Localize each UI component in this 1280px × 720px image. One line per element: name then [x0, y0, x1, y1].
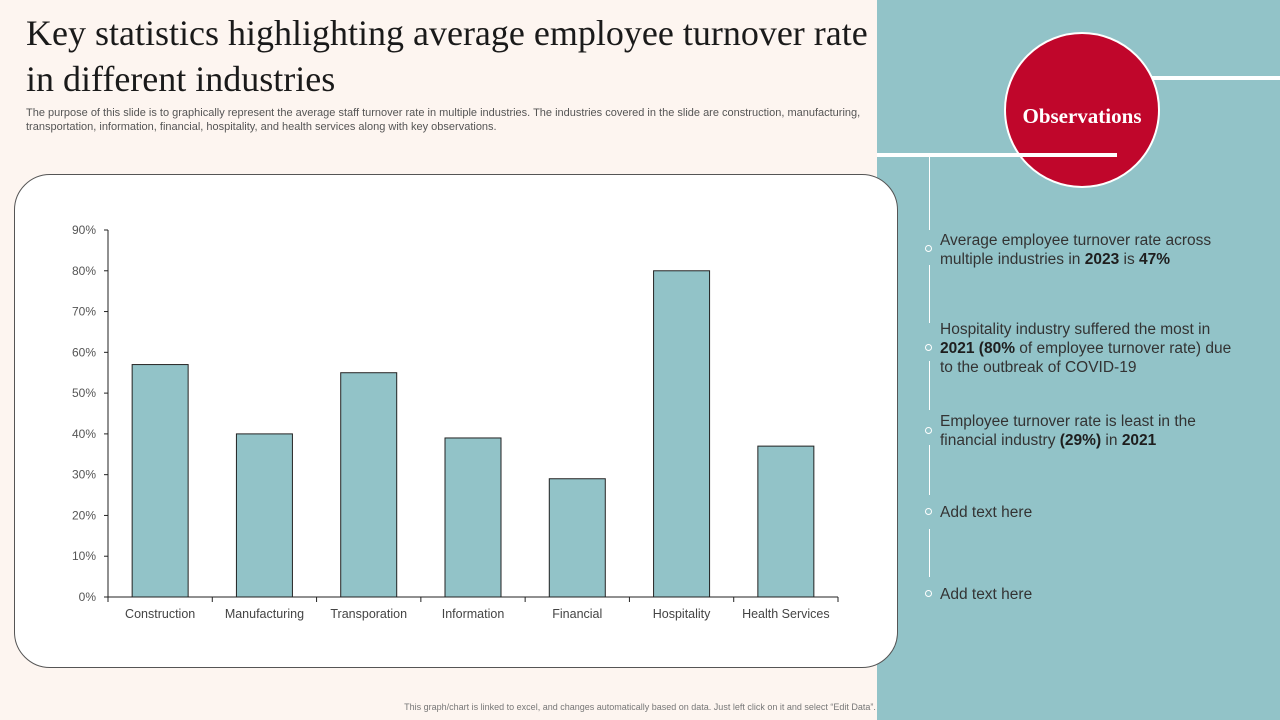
y-tick-label: 0% [79, 590, 97, 604]
observation-text-part: Employee turnover rate is least in the f… [940, 413, 1196, 449]
observation-text-part: is [1119, 251, 1140, 268]
y-tick-label: 20% [72, 508, 96, 522]
observation-text: Hospitality industry suffered the most i… [940, 320, 1240, 377]
x-tick-label: Hospitality [653, 607, 711, 621]
observation-highlight: 2021 [1121, 432, 1157, 449]
observation-text-part: Add text here [940, 586, 1033, 603]
x-tick-label: Information [442, 607, 505, 621]
x-tick-label: Construction [125, 607, 195, 621]
y-tick-label: 30% [72, 468, 96, 482]
page-subtitle: The purpose of this slide is to graphica… [26, 107, 861, 133]
observation-highlight: 2023 [1084, 251, 1120, 268]
x-tick-label: Transporation [330, 607, 407, 621]
y-tick-label: 60% [72, 345, 96, 359]
observation-bullet-icon [925, 245, 932, 252]
timeline-connector [929, 265, 930, 323]
bar-financial [548, 478, 606, 598]
y-tick-label: 80% [72, 264, 96, 278]
y-tick-label: 90% [72, 223, 96, 237]
bar-health-services [757, 445, 815, 598]
timeline-connector [929, 361, 930, 410]
observation-text: Average employee turnover rate across mu… [940, 231, 1240, 269]
observation-text-part: in [1101, 432, 1122, 449]
observation-text-part: Add text here [940, 504, 1033, 521]
observation-text: Add text here [940, 503, 1240, 522]
x-tick-label: Health Services [742, 607, 830, 621]
timeline-connector [929, 445, 930, 495]
bar-construction [131, 364, 189, 598]
observation-bullet-icon [925, 508, 932, 515]
observation-text: Employee turnover rate is least in the f… [940, 412, 1240, 450]
bar-information [444, 437, 502, 598]
observation-text-part: of employee turnover rate) due to the ou… [940, 340, 1232, 376]
observation-highlight: (29%) [1059, 432, 1102, 449]
timeline-connector [929, 157, 930, 230]
bar-transporation [340, 372, 398, 598]
observation-text: Add text here [940, 585, 1240, 604]
timeline-connector [929, 529, 930, 577]
observation-highlight: 2021 (80% [940, 340, 1015, 357]
observation-bullet-icon [925, 427, 932, 434]
footnote: This graph/chart is linked to excel, and… [404, 702, 876, 712]
decorative-line-top [1040, 76, 1280, 80]
x-tick-label: Manufacturing [225, 607, 304, 621]
page-title: Key statistics highlighting average empl… [26, 13, 868, 99]
y-tick-label: 10% [72, 549, 96, 563]
observation-bullet-icon [925, 344, 932, 351]
y-tick-label: 40% [72, 427, 96, 441]
observations-title: Observations [1022, 104, 1142, 128]
x-tick-label: Financial [552, 607, 602, 621]
observation-bullet-icon [925, 590, 932, 597]
decorative-line-bottom [877, 153, 1117, 157]
y-tick-label: 70% [72, 305, 96, 319]
y-tick-label: 50% [72, 386, 96, 400]
observations-badge [1004, 32, 1160, 188]
bar-manufacturing [235, 433, 293, 598]
observation-text-part: Hospitality industry suffered the most i… [940, 321, 1211, 338]
observation-text-part: Average employee turnover rate across mu… [940, 232, 1212, 268]
observation-highlight: 47% [1139, 251, 1171, 268]
bar-chart[interactable]: 0% 10% 20% 30% 40% 50% 60% 70% 80% 90% Constructio… [15, 175, 899, 669]
bar-hospitality [653, 270, 711, 598]
chart-card: 0% 10% 20% 30% 40% 50% 60% 70% 80% 90% Constructio… [14, 174, 898, 668]
